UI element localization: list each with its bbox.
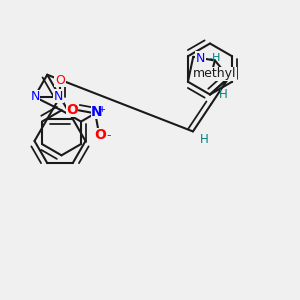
- Text: H: H: [218, 88, 227, 101]
- Text: O: O: [66, 103, 78, 117]
- Text: H: H: [200, 133, 208, 146]
- Text: N: N: [196, 52, 206, 65]
- Text: N: N: [91, 105, 103, 119]
- Text: methyl: methyl: [193, 68, 237, 80]
- Text: O: O: [94, 128, 106, 142]
- Text: +: +: [98, 105, 105, 114]
- Text: N: N: [30, 90, 40, 103]
- Text: O: O: [55, 74, 65, 87]
- Text: -: -: [107, 129, 111, 142]
- Text: -H: -H: [209, 53, 221, 63]
- Text: N: N: [54, 90, 63, 103]
